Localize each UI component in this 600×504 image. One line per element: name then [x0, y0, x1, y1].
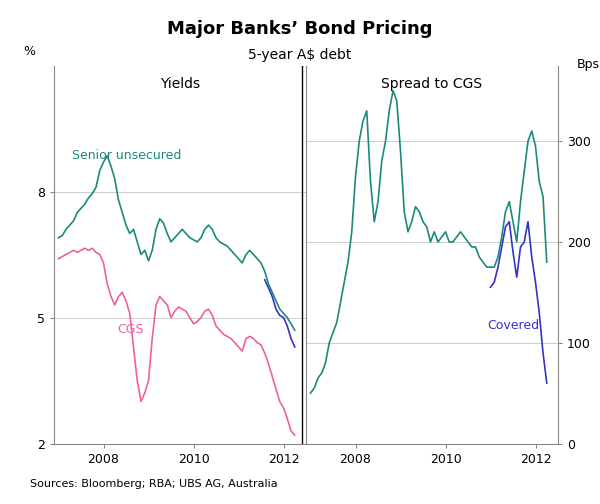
Text: CGS: CGS: [117, 323, 143, 336]
Text: Senior unsecured: Senior unsecured: [71, 149, 181, 162]
Text: 5-year A$ debt: 5-year A$ debt: [248, 48, 352, 62]
Y-axis label: Bps: Bps: [577, 58, 600, 71]
Text: Sources: Bloomberg; RBA; UBS AG, Australia: Sources: Bloomberg; RBA; UBS AG, Austral…: [30, 479, 278, 489]
Text: Spread to CGS: Spread to CGS: [382, 77, 482, 91]
Text: Covered: Covered: [487, 319, 539, 332]
Text: Yields: Yields: [160, 77, 200, 91]
Text: Major Banks’ Bond Pricing: Major Banks’ Bond Pricing: [167, 20, 433, 38]
Y-axis label: %: %: [23, 45, 35, 58]
